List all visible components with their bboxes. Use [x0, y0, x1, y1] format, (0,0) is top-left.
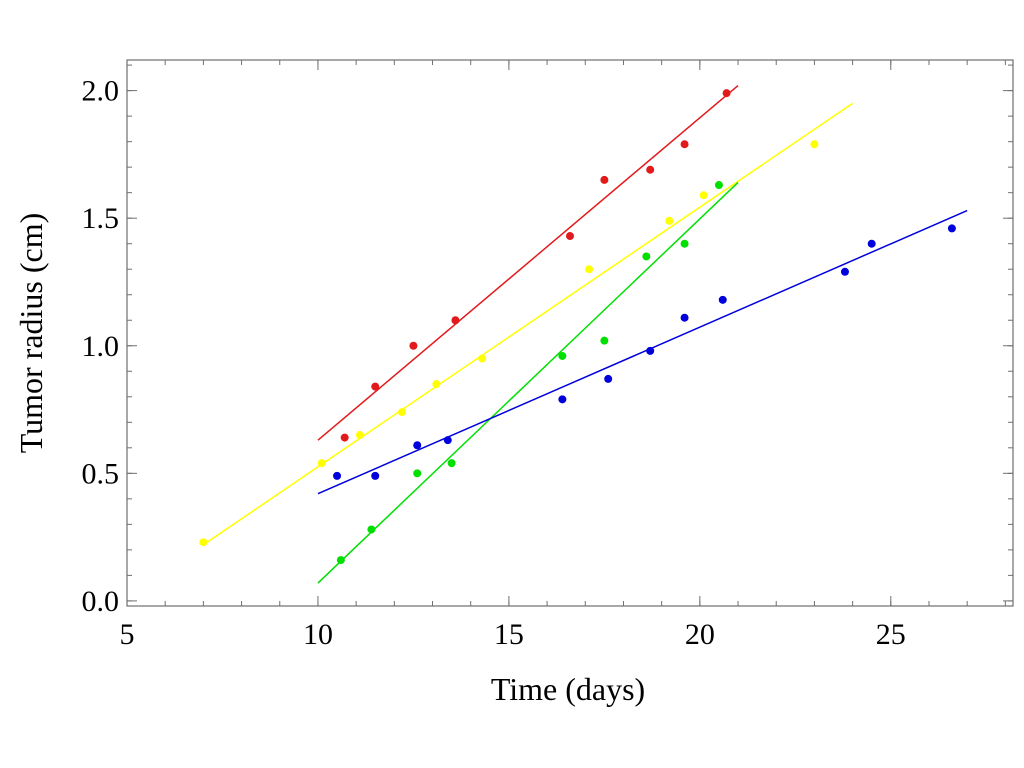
data-point-series-1 — [600, 175, 609, 184]
x-tick-label: 25 — [876, 618, 906, 651]
x-tick-label: 5 — [120, 618, 135, 651]
data-point-series-4 — [840, 267, 849, 276]
data-point-series-4 — [558, 395, 567, 404]
data-point-series-3 — [367, 525, 376, 534]
data-point-series-1 — [680, 140, 689, 149]
y-tick-label: 1.0 — [82, 330, 120, 363]
x-tick-label: 15 — [494, 618, 524, 651]
data-point-series-1 — [409, 341, 418, 350]
x-tick-label: 20 — [685, 618, 715, 651]
data-point-series-1 — [451, 316, 460, 325]
data-point-series-4 — [680, 313, 689, 322]
data-point-series-4 — [333, 471, 342, 480]
y-tick-label: 1.5 — [82, 202, 120, 235]
data-point-series-4 — [443, 436, 452, 445]
data-point-series-2 — [397, 408, 406, 417]
data-point-series-1 — [566, 232, 574, 241]
y-tick-label: 0.5 — [82, 457, 120, 490]
fit-line-3 — [317, 181, 739, 584]
data-point-series-3 — [714, 181, 723, 190]
data-point-series-3 — [336, 556, 345, 565]
data-point-series-3 — [413, 469, 422, 478]
data-point-series-2 — [432, 380, 441, 389]
data-point-series-2 — [317, 459, 326, 468]
data-point-series-4 — [413, 441, 422, 450]
data-point-series-2 — [585, 265, 594, 274]
y-tick-label: 2.0 — [82, 75, 120, 108]
plot-frame — [126, 59, 1014, 607]
y-axis-label: Tumor radius (cm) — [13, 213, 49, 454]
data-point-series-3 — [642, 252, 651, 261]
data-point-series-3 — [600, 336, 609, 345]
fit-line-4 — [317, 209, 968, 495]
data-point-series-1 — [340, 433, 349, 442]
data-point-series-4 — [718, 295, 727, 304]
fit-lines — [202, 84, 968, 584]
data-point-series-4 — [646, 346, 655, 355]
data-point-series-4 — [604, 374, 613, 383]
data-point-series-2 — [665, 216, 674, 225]
data-point-series-3 — [680, 239, 689, 248]
data-point-series-2 — [478, 354, 487, 363]
data-point-series-2 — [699, 191, 708, 200]
data-point-series-4 — [947, 224, 956, 233]
y-tick-label: 0.0 — [82, 585, 120, 618]
x-axis-label: Time (days) — [491, 671, 645, 707]
data-point-series-2 — [355, 431, 364, 440]
data-point-series-4 — [371, 471, 380, 480]
data-point-series-3 — [447, 459, 456, 468]
data-point-series-2 — [199, 538, 208, 547]
data-points — [199, 89, 956, 565]
data-point-series-4 — [867, 239, 876, 248]
data-point-series-3 — [558, 351, 567, 360]
axis-ticks — [126, 60, 1013, 606]
data-point-series-1 — [722, 89, 731, 98]
tick-labels: 5 10 15 20 25 0.0 0.5 1.0 1.5 2.0 — [82, 75, 906, 651]
fit-line-1 — [317, 84, 739, 441]
fit-line-2 — [202, 102, 854, 546]
data-point-series-1 — [371, 382, 380, 391]
x-tick-label: 10 — [303, 618, 333, 651]
data-point-series-1 — [646, 165, 655, 174]
data-point-series-2 — [810, 140, 819, 149]
